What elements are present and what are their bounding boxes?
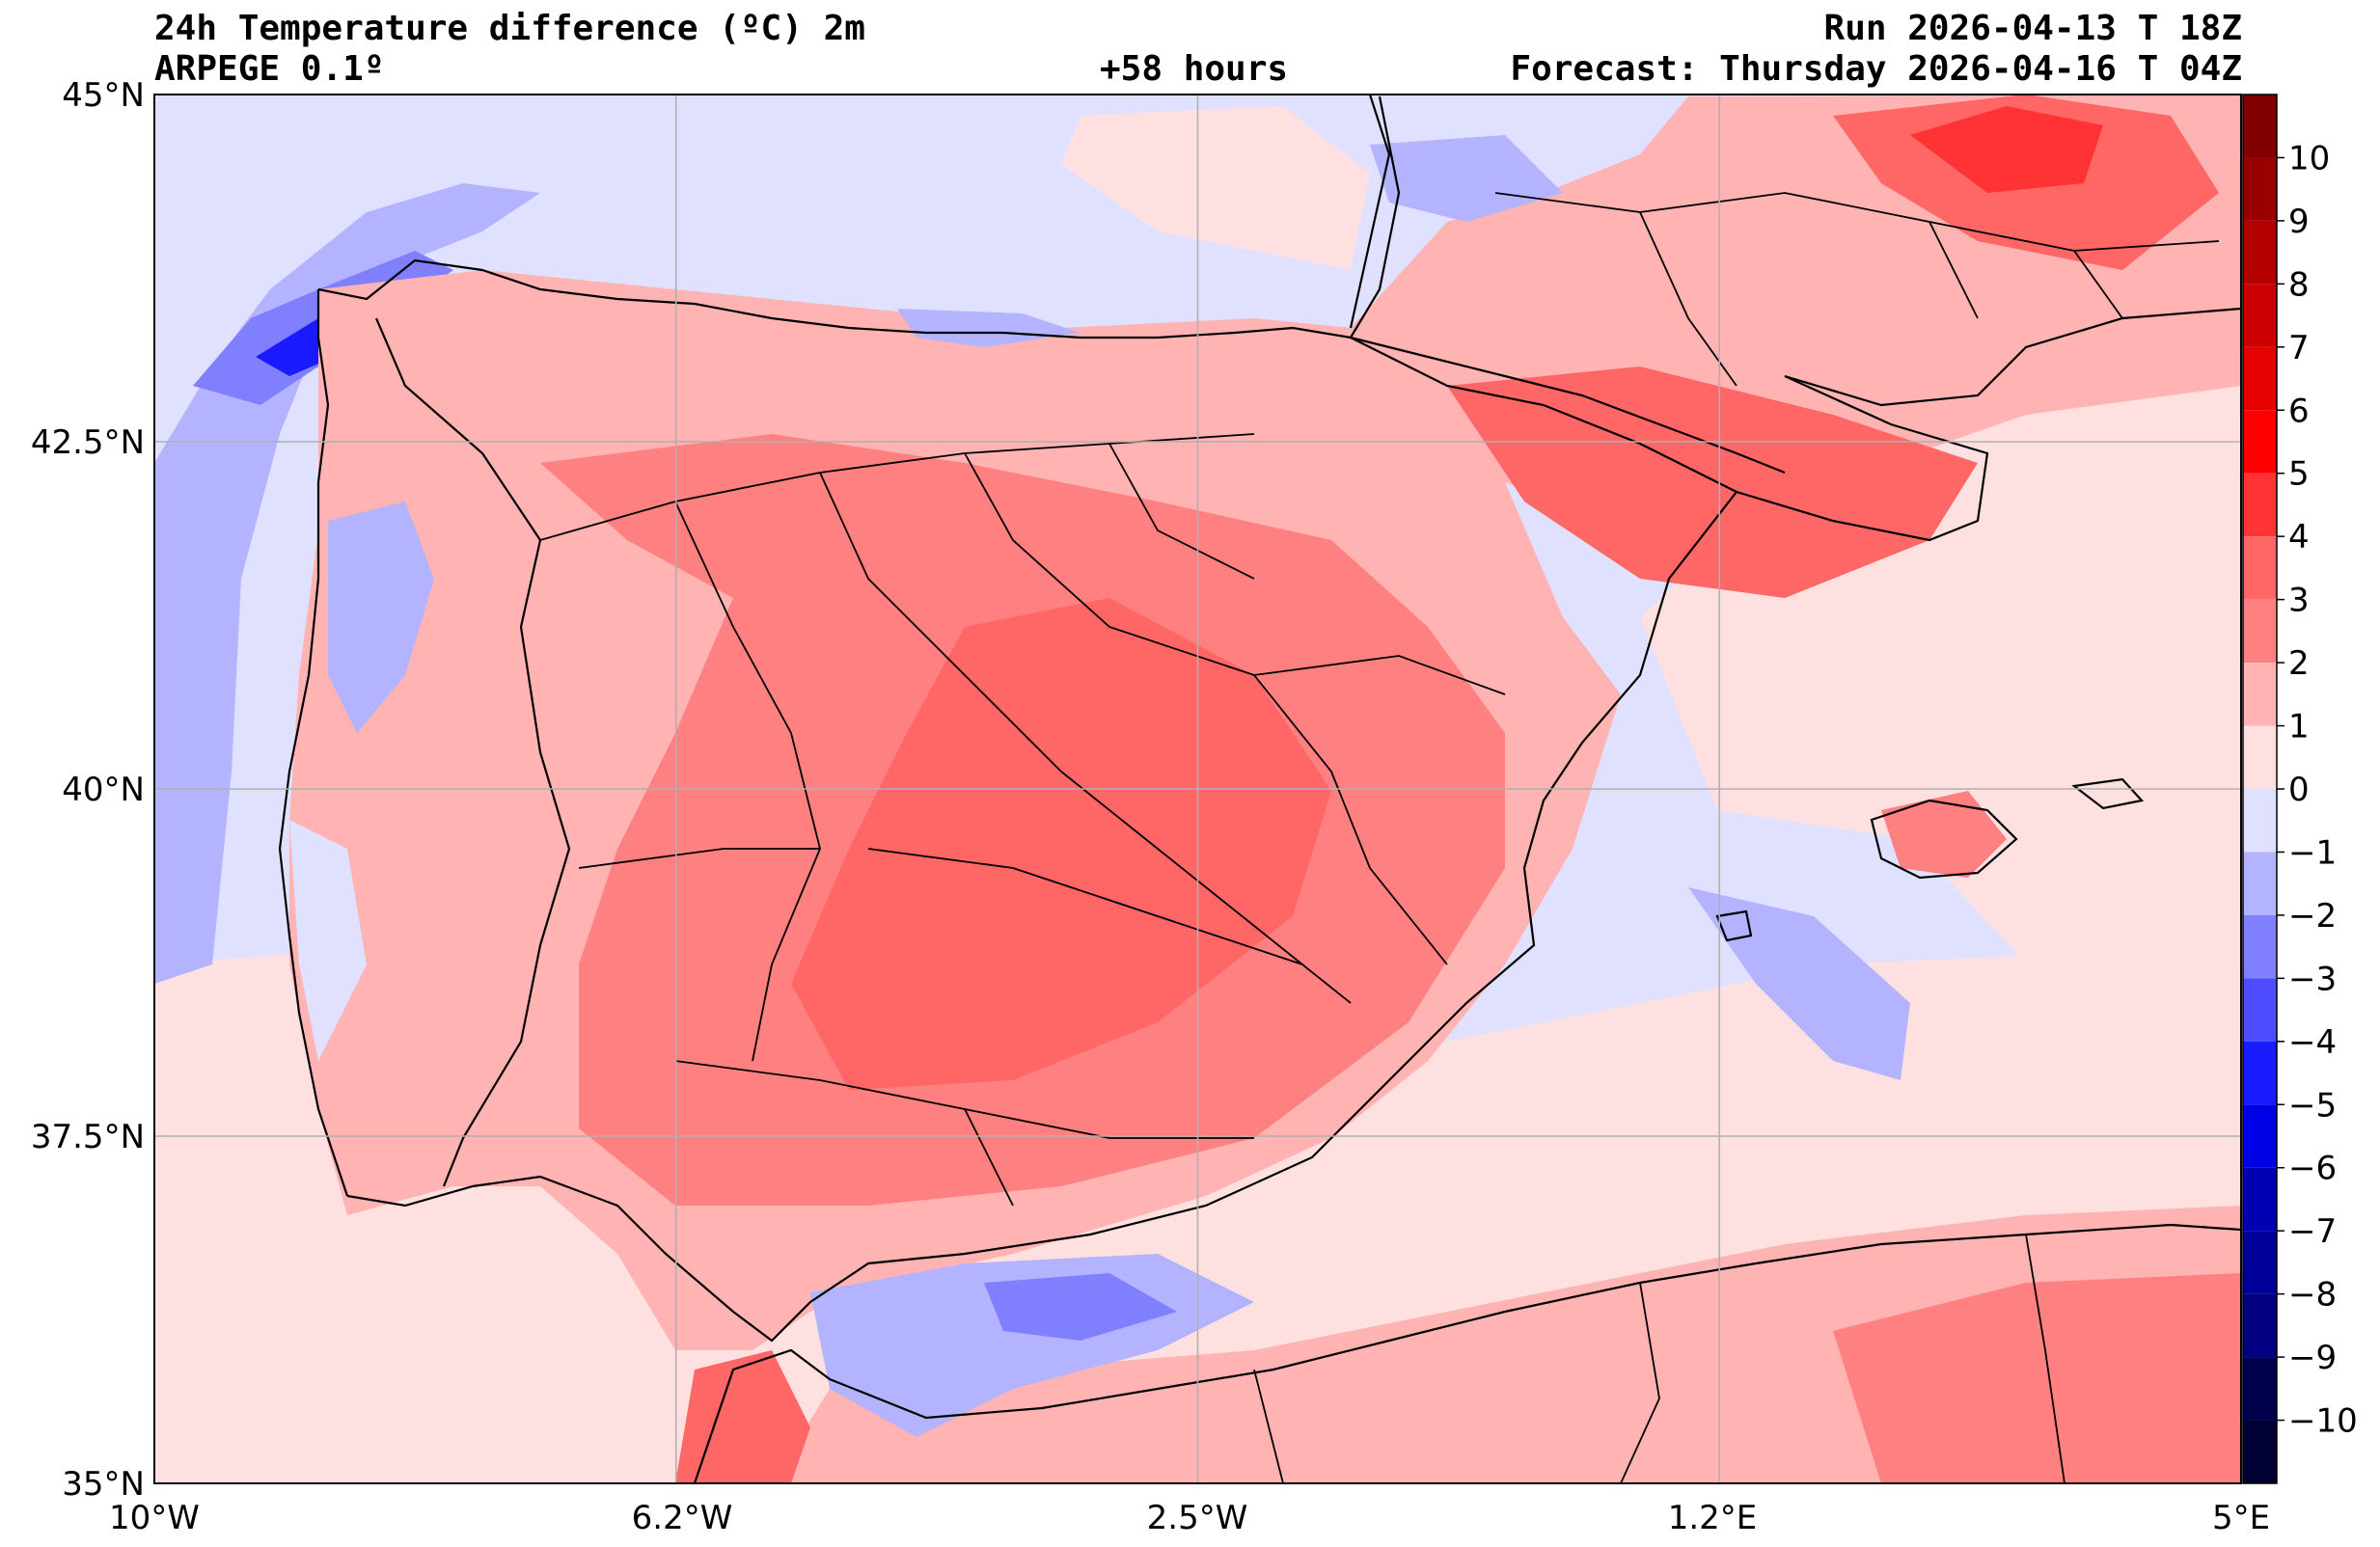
- colorbar-band: [2243, 346, 2277, 411]
- lon-label-6-2w: 6.2°W: [632, 1499, 733, 1537]
- colorbar-band: [2243, 663, 2277, 726]
- colorbar-band: [2243, 536, 2277, 600]
- lat-label-40: 40°N: [62, 771, 145, 809]
- cool-cantabrian-coast: [897, 309, 1081, 347]
- cool-portugal-interior: [328, 502, 434, 733]
- lat-tick-labels: 45°N 42.5°N 40°N 37.5°N 35°N: [31, 76, 145, 1504]
- lead-time-label: +58 hours: [1100, 49, 1289, 89]
- colorbar-band: [2243, 473, 2277, 537]
- colorbar-tick-label: 5: [2288, 455, 2310, 494]
- colorbar-band: [2243, 789, 2277, 853]
- colorbar-tick-label: −2: [2288, 897, 2337, 936]
- colorbar-tick-label: 4: [2288, 518, 2310, 556]
- lat-label-37-5: 37.5°N: [31, 1118, 145, 1156]
- lon-tick-labels: 10°W 6.2°W 2.5°W 1.2°E 5°E: [109, 1499, 2270, 1537]
- colorbar-tick-label: −4: [2288, 1023, 2337, 1062]
- colorbar-tick-label: 9: [2288, 203, 2310, 241]
- iberia-land-hot-core: [791, 598, 1331, 1090]
- colorbar-tick-label: −5: [2288, 1086, 2337, 1125]
- colorbar-bands: [2243, 95, 2277, 1483]
- colorbar-band: [2243, 1357, 2277, 1421]
- colorbar-band: [2243, 1041, 2277, 1105]
- region-borders: [539, 433, 1506, 1207]
- africa-hot-east: [1833, 1273, 2241, 1483]
- colorbar-tick-label: −1: [2288, 833, 2337, 872]
- coastlines-and-borders: [278, 95, 2241, 1483]
- colorbar-tick-label: 0: [2288, 771, 2310, 809]
- map-title: 24h Temperature difference (ºC) 2m: [154, 9, 865, 48]
- forecast-label: Forecast: Thursday 2026-04-16 T 04Z: [1510, 49, 2242, 89]
- lon-label-1-2e: 1.2°E: [1668, 1499, 1758, 1537]
- colorbar-tick-label: 8: [2288, 265, 2310, 304]
- lon-label-10w: 10°W: [109, 1499, 200, 1537]
- map-frame: [153, 94, 2242, 1484]
- france-coastline: [1349, 95, 2241, 407]
- colorbar-band: [2243, 914, 2277, 979]
- mallorca-warm: [1881, 791, 2007, 878]
- colorbar-band: [2243, 157, 2277, 221]
- cool-portugal-coast: [289, 820, 367, 1061]
- colorbar-band: [2243, 410, 2277, 474]
- colorbar-band: [2243, 1167, 2277, 1232]
- north-africa-borders: [1253, 1234, 2065, 1483]
- colorbar-tick-label: 1: [2288, 708, 2310, 746]
- colorbar-band: [2243, 95, 2277, 158]
- alps-very-hot: [1910, 106, 2103, 193]
- colorbar-tick-label: −9: [2288, 1339, 2337, 1377]
- colorbar-tick-label: −6: [2288, 1150, 2337, 1188]
- colorbar-tick-label: 6: [2288, 392, 2310, 430]
- ibiza-outline: [1715, 909, 1753, 942]
- colorbar-band: [2243, 1104, 2277, 1168]
- colorbar-band: [2243, 1231, 2277, 1294]
- north-africa-coastline: [693, 1223, 2241, 1483]
- model-label: ARPEGE 0.1º: [154, 49, 385, 89]
- colorbar-band: [2243, 599, 2277, 664]
- portugal-coastline: [278, 289, 349, 1197]
- colorbar-band: [2243, 1420, 2277, 1483]
- lat-label-45: 45°N: [62, 76, 145, 115]
- colorbar-tick-label: −7: [2288, 1212, 2337, 1251]
- colorbar-tick-label: −10: [2288, 1402, 2358, 1441]
- colorbar-band: [2243, 725, 2277, 789]
- spain-portugal-border: [374, 317, 571, 1187]
- menorca-outline: [2071, 777, 2145, 810]
- lon-label-5e: 5°E: [2212, 1499, 2270, 1537]
- colorbar-tick-label: 3: [2288, 582, 2310, 620]
- bay-of-biscay-cool: [1370, 135, 1563, 222]
- warm-sea-north: [1061, 106, 1370, 270]
- france-borders: [1494, 192, 2220, 387]
- balearic-sea-cool: [1688, 887, 1910, 1080]
- alboran-cold-core: [984, 1273, 1177, 1341]
- iberia-east-coast: [346, 337, 1989, 1343]
- run-label: Run 2026-04-13 T 18Z: [1823, 9, 2242, 48]
- colorbar-band: [2243, 1293, 2277, 1358]
- lat-label-35: 35°N: [62, 1465, 145, 1504]
- colorbar-band: [2243, 284, 2277, 347]
- colorbar-band: [2243, 852, 2277, 915]
- lat-label-42-5: 42.5°N: [31, 423, 145, 462]
- catalonia-hot: [1447, 366, 1978, 598]
- colorbar-tick-label: −8: [2288, 1276, 2337, 1315]
- spain-france-border: [1350, 336, 1786, 475]
- colorbar-tick-label: 7: [2288, 329, 2310, 367]
- colorbar-tick-label: 2: [2288, 644, 2310, 683]
- lon-label-2-5w: 2.5°W: [1147, 1499, 1248, 1537]
- africa-hot-west: [675, 1350, 810, 1483]
- colorbar-tick-label: −3: [2288, 960, 2337, 998]
- mallorca-outline: [1870, 799, 2018, 880]
- colorbar-band: [2243, 978, 2277, 1042]
- colorbar-tick-label: 10: [2288, 139, 2330, 177]
- colorbar-band: [2243, 220, 2277, 285]
